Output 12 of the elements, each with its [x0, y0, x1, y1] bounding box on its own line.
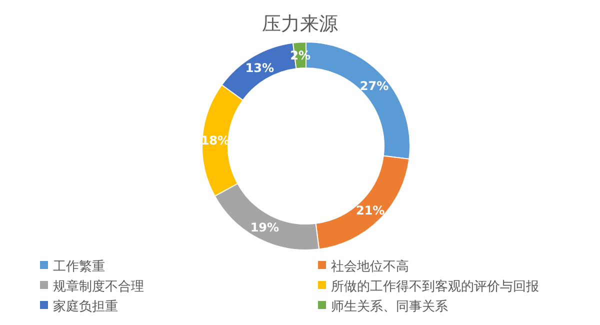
data-label: 21%: [356, 204, 385, 218]
data-label: 27%: [360, 79, 389, 94]
legend-label: 师生关系、同事关系: [331, 300, 448, 315]
data-label: 13%: [245, 60, 274, 75]
data-label: 18%: [200, 133, 230, 148]
legend-label: 规章制度不合理: [53, 278, 144, 295]
legend-label: 家庭负担重: [53, 298, 118, 315]
legend-label: 所做的工作得不到客观的评价与回报: [331, 278, 539, 295]
chart-title: 压力来源: [262, 13, 338, 35]
data-label: 19%: [250, 220, 280, 234]
legend-label: 工作繁重: [53, 260, 105, 275]
legend-label: 社会地位不高: [331, 258, 409, 275]
